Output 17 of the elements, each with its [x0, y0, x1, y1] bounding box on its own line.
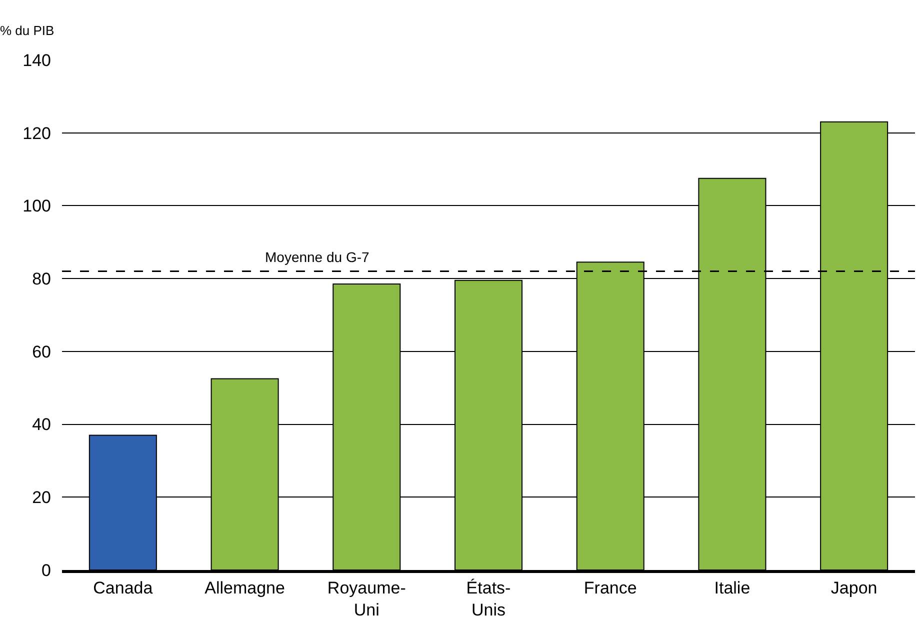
y-tick-label: 40 [32, 415, 51, 434]
x-tick-label: Canada [93, 578, 154, 598]
x-tick-label: Allemagne [204, 578, 285, 598]
y-tick-label: 120 [22, 124, 51, 143]
y-tick-label: 140 [22, 50, 51, 70]
y-tick-label: 100 [22, 196, 51, 216]
y-tick-label: 20 [32, 488, 51, 508]
y-tick-label: 60 [32, 342, 51, 362]
x-tick-label: Japon [830, 578, 878, 598]
x-tick-label: Royaume-Uni [327, 578, 406, 620]
y-tick-label: 80 [32, 270, 51, 289]
x-tick-label: États-Unis [466, 578, 511, 620]
ref-line-label: Moyenne du G-7 [265, 249, 370, 265]
x-tick-label: Italie [714, 578, 750, 598]
y-axis-title: % du PIB [0, 23, 54, 38]
y-tick-label: 0 [42, 560, 51, 580]
x-tick-label: France [584, 578, 637, 598]
